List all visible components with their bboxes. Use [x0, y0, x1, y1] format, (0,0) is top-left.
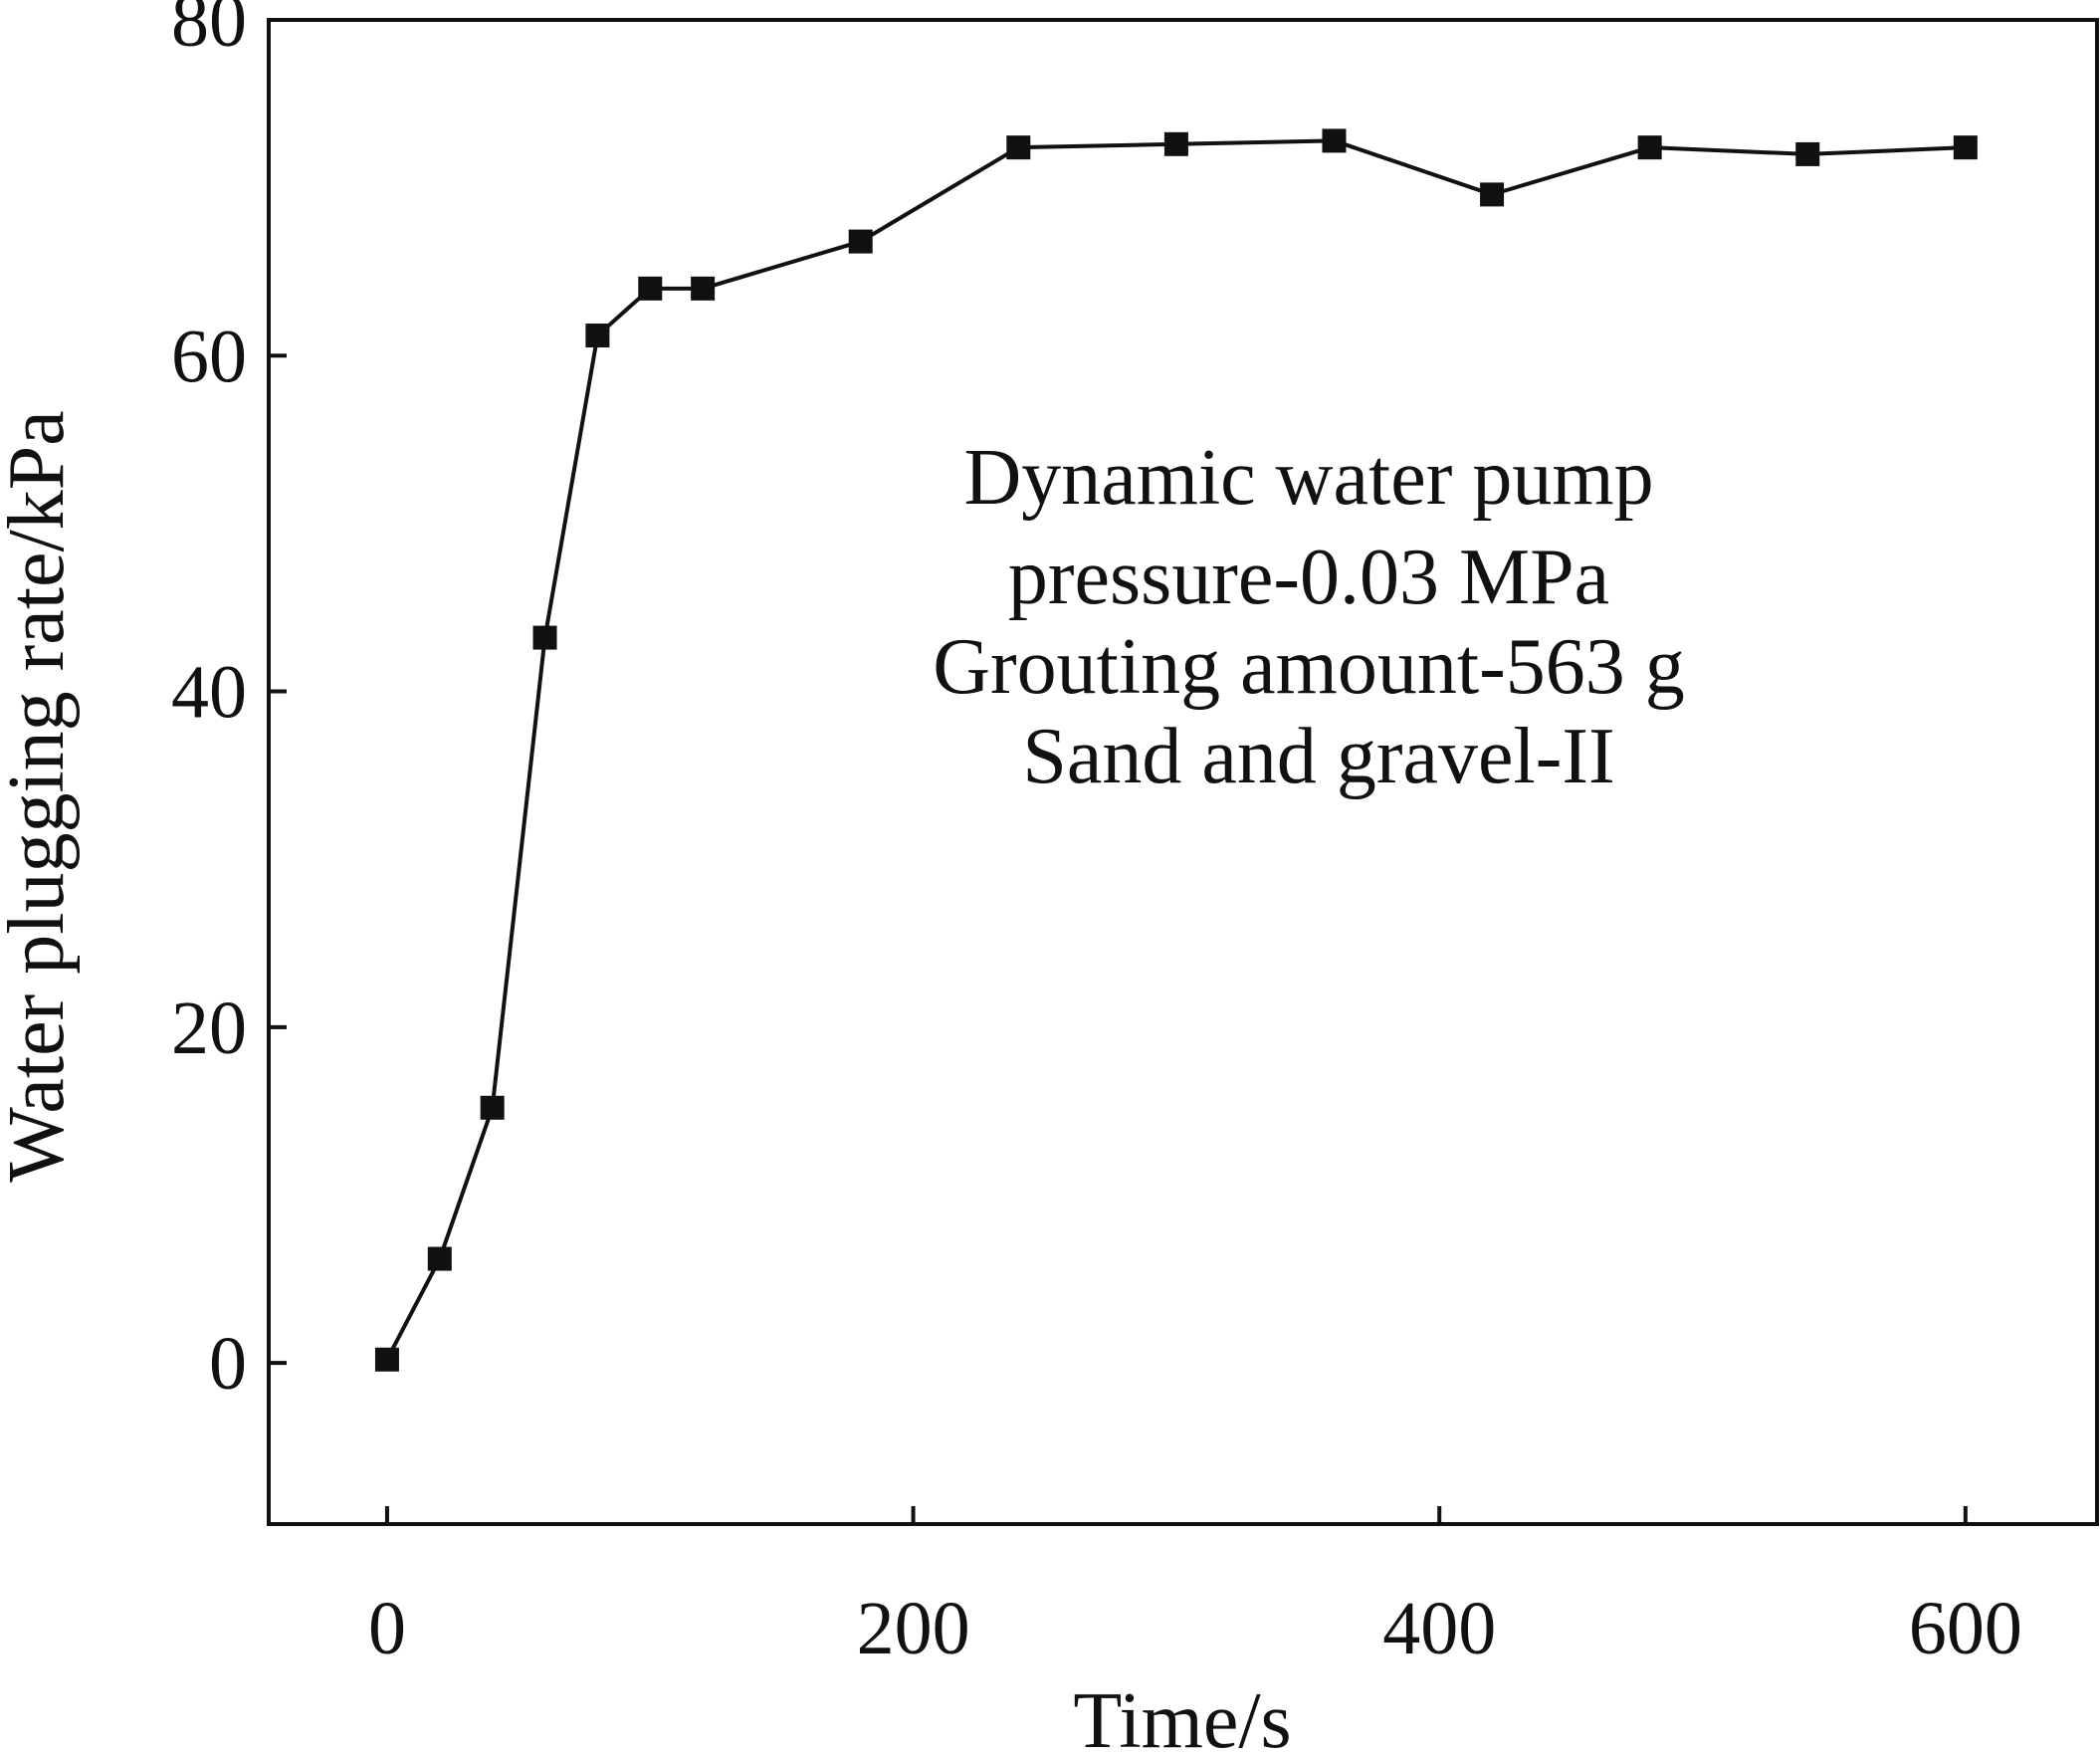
data-point: [638, 276, 663, 301]
annotation-line-2: pressure-0.03 MPa: [1008, 534, 1609, 621]
plot-frame: [267, 18, 2099, 1526]
y-tick-label: 40: [171, 651, 247, 735]
x-tick-label: 0: [368, 1587, 406, 1670]
data-point: [1322, 128, 1347, 153]
x-tick-label: 200: [857, 1587, 970, 1670]
data-point: [585, 324, 610, 348]
data-point: [1480, 182, 1505, 207]
x-tick-label: 400: [1382, 1587, 1496, 1670]
data-point: [532, 625, 557, 650]
y-tick-label: 80: [171, 0, 247, 63]
ticks: [269, 18, 1968, 1524]
data-point: [427, 1246, 452, 1271]
data-point: [691, 276, 716, 301]
y-tick-label: 0: [209, 1322, 247, 1406]
markers: [374, 128, 1978, 1372]
data-point: [1006, 135, 1031, 160]
annotation-line-1: Dynamic water pump: [963, 434, 1653, 522]
annotation-line-3: Grouting amount-563 g: [933, 623, 1684, 711]
annotation-line-4: Sand and gravel-II: [1022, 713, 1614, 800]
data-point: [480, 1095, 505, 1120]
y-axis-label: Water plugging rate/kPa: [0, 410, 81, 1183]
data-point: [374, 1347, 399, 1372]
data-point: [848, 229, 873, 254]
annotation-text: Dynamic water pump pressure-0.03 MPa Gro…: [933, 434, 1704, 800]
x-axis-label: Time/s: [1073, 1677, 1291, 1756]
data-point: [1795, 141, 1820, 166]
x-tick-label: 600: [1909, 1587, 2022, 1670]
data-point: [1637, 135, 1662, 160]
y-tick-label: 60: [171, 315, 247, 398]
data-point: [1953, 135, 1978, 160]
data-point: [1163, 131, 1188, 156]
y-tick-label: 20: [171, 987, 247, 1070]
tick-labels: 0 200 400 600 0 20 40 60 80: [171, 0, 2022, 1670]
